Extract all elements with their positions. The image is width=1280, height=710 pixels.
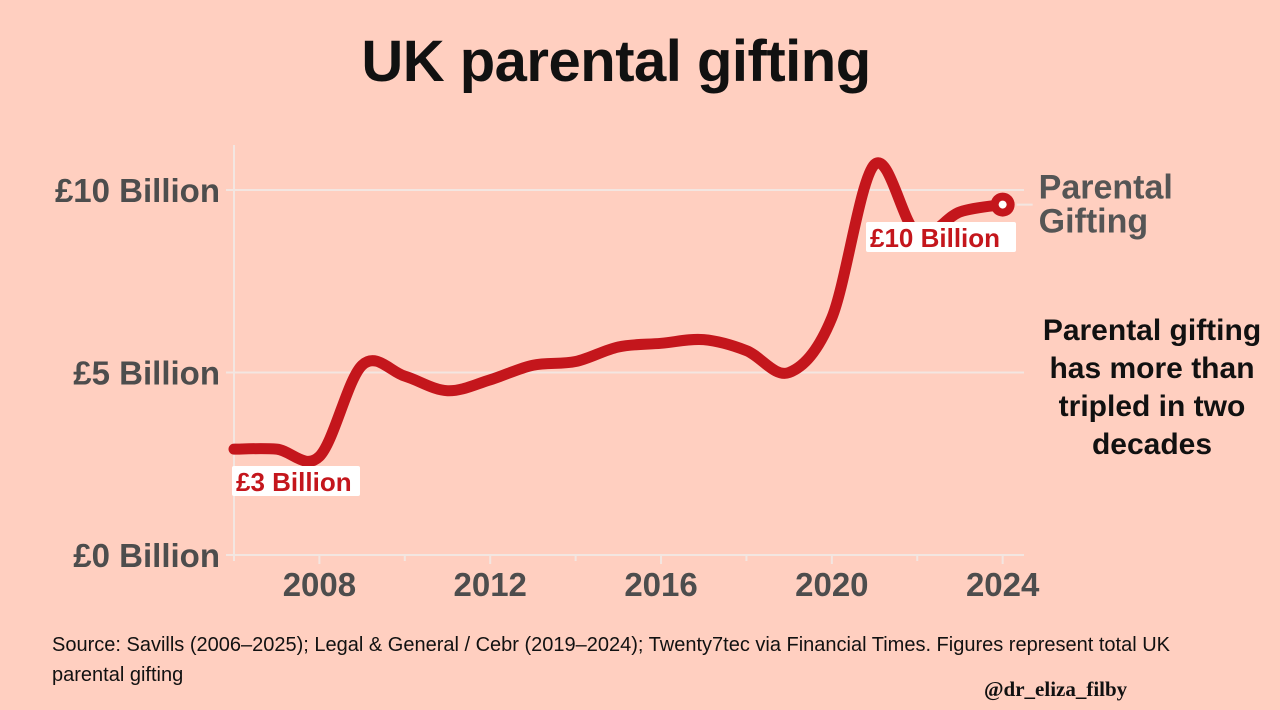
x-tick-label: 2024 bbox=[966, 566, 1040, 603]
data-label-text: £3 Billion bbox=[236, 467, 352, 497]
series-line bbox=[228, 157, 1009, 467]
chart-annotation: Parental gifting has more than tripled i… bbox=[1042, 314, 1262, 461]
x-tick-label: 2008 bbox=[283, 566, 356, 603]
y-tick-label: £10 Billion bbox=[55, 172, 220, 209]
chart-title: UK parental gifting bbox=[361, 29, 871, 94]
y-tick-label: £0 Billion bbox=[73, 537, 220, 574]
x-tick-label: 2020 bbox=[795, 566, 868, 603]
x-tick-label: 2016 bbox=[624, 566, 697, 603]
series-name-label: Parental bbox=[1039, 169, 1173, 207]
data-label-text: £10 Billion bbox=[870, 223, 1000, 253]
data-label: £3 Billion bbox=[232, 466, 360, 497]
data-label: £10 Billion bbox=[866, 222, 1016, 253]
data-label-box bbox=[232, 466, 360, 496]
author-handle: @dr_eliza_filby bbox=[984, 677, 1128, 701]
data-label-box bbox=[866, 222, 1016, 252]
y-tick-label: £5 Billion bbox=[73, 355, 220, 392]
series-name-label: Gifting bbox=[1039, 203, 1149, 241]
series-end-marker-center bbox=[998, 200, 1007, 209]
source-note: Source: Savills (2006–2025); Legal & Gen… bbox=[52, 634, 1170, 686]
x-tick-label: 2012 bbox=[454, 566, 527, 603]
